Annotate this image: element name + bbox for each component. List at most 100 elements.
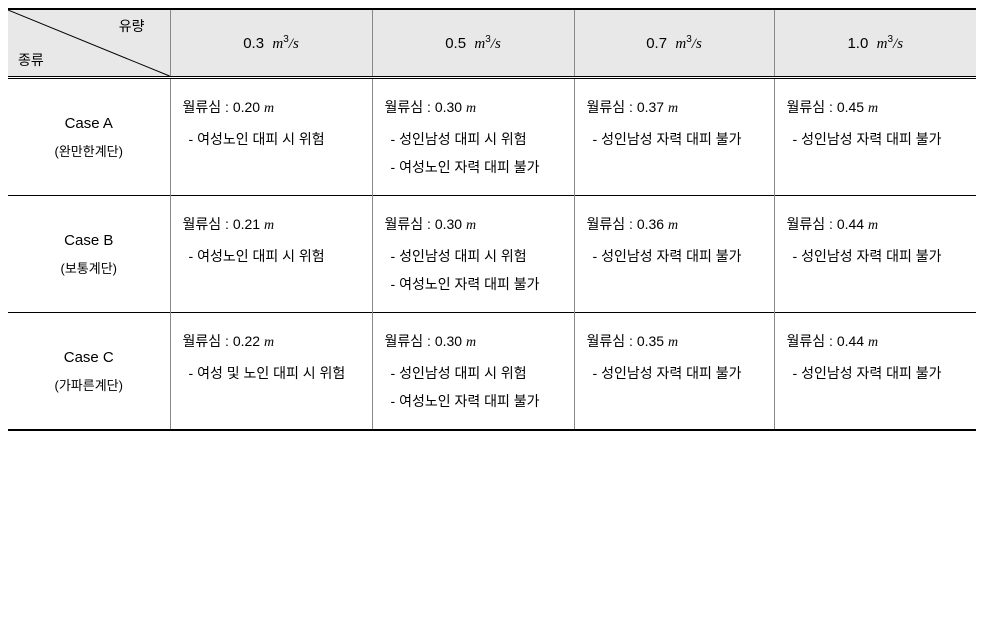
table-header-row: 유량 종류 0.3 m3/s 0.5 m3/s 0.7 m3/s 1.0 m3/… bbox=[8, 9, 976, 78]
depth-unit: m bbox=[466, 335, 476, 350]
note-list: 여성노인 대피 시 위험 bbox=[183, 125, 364, 153]
data-table: 유량 종류 0.3 m3/s 0.5 m3/s 0.7 m3/s 1.0 m3/… bbox=[8, 8, 976, 431]
depth-label: 월류심 : bbox=[183, 99, 233, 115]
case-sub: (완만한계단) bbox=[16, 139, 162, 165]
data-cell: 월류심 : 0.36 m성인남성 자력 대피 불가 bbox=[574, 196, 774, 313]
note-item: 여성노인 대피 시 위험 bbox=[189, 242, 364, 270]
depth-value: 0.22 bbox=[233, 333, 260, 349]
note-item: 성인남성 자력 대피 불가 bbox=[793, 125, 969, 153]
diagonal-header-cell: 유량 종류 bbox=[8, 9, 170, 78]
case-sub: (가파른계단) bbox=[16, 373, 162, 399]
col-value: 0.3 bbox=[243, 35, 264, 52]
col-value: 0.5 bbox=[445, 35, 466, 52]
note-item: 성인남성 자력 대피 불가 bbox=[593, 125, 766, 153]
note-item: 성인남성 자력 대피 불가 bbox=[793, 359, 969, 387]
col-header-3: 1.0 m3/s bbox=[774, 9, 976, 78]
depth-label: 월류심 : bbox=[587, 216, 637, 232]
depth-unit: m bbox=[868, 218, 878, 233]
data-cell: 월류심 : 0.20 m여성노인 대피 시 위험 bbox=[170, 78, 372, 196]
depth-label: 월류심 : bbox=[183, 333, 233, 349]
row-header: Case B(보통계단) bbox=[8, 196, 170, 313]
table-row: Case B(보통계단) 월류심 : 0.21 m여성노인 대피 시 위험 월류심 … bbox=[8, 196, 976, 313]
case-name: Case B bbox=[16, 226, 162, 256]
depth-value: 0.44 bbox=[837, 216, 864, 232]
depth-unit: m bbox=[466, 101, 476, 116]
depth-line: 월류심 : 0.36 m bbox=[587, 210, 766, 240]
depth-line: 월류심 : 0.20 m bbox=[183, 93, 364, 123]
data-cell: 월류심 : 0.30 m성인남성 대피 시 위험여성노인 자력 대피 불가 bbox=[372, 313, 574, 431]
case-name: Case C bbox=[16, 343, 162, 373]
depth-value: 0.30 bbox=[435, 216, 462, 232]
table-body: Case A(완만한계단)월류심 : 0.20 m여성노인 대피 시 위험월류심… bbox=[8, 78, 976, 431]
depth-line: 월류심 : 0.45 m bbox=[787, 93, 969, 123]
depth-unit: m bbox=[264, 218, 274, 233]
depth-unit: m bbox=[264, 101, 274, 116]
col-value: 1.0 bbox=[847, 35, 868, 52]
note-list: 성인남성 자력 대피 불가 bbox=[587, 125, 766, 153]
depth-label: 월류심 : bbox=[787, 99, 837, 115]
depth-line: 월류심 : 0.44 m bbox=[787, 210, 969, 240]
note-item: 성인남성 자력 대피 불가 bbox=[593, 359, 766, 387]
col-unit-denom: /s bbox=[289, 36, 299, 52]
data-cell: 월류심 : 0.30 m성인남성 대피 시 위험여성노인 자력 대피 불가 bbox=[372, 78, 574, 196]
col-unit-denom: /s bbox=[692, 36, 702, 52]
note-list: 성인남성 대피 시 위험여성노인 자력 대피 불가 bbox=[385, 125, 566, 181]
data-cell: 월류심 : 0.22 m여성 및 노인 대피 시 위험 bbox=[170, 313, 372, 431]
depth-unit: m bbox=[668, 335, 678, 350]
depth-value: 0.37 bbox=[637, 99, 664, 115]
depth-value: 0.35 bbox=[637, 333, 664, 349]
depth-line: 월류심 : 0.37 m bbox=[587, 93, 766, 123]
depth-line: 월류심 : 0.44 m bbox=[787, 327, 969, 357]
depth-value: 0.20 bbox=[233, 99, 260, 115]
depth-unit: m bbox=[264, 335, 274, 350]
case-sub: (보통계단) bbox=[16, 256, 162, 282]
depth-value: 0.30 bbox=[435, 99, 462, 115]
note-list: 성인남성 자력 대피 불가 bbox=[787, 359, 969, 387]
depth-value: 0.30 bbox=[435, 333, 462, 349]
col-unit-base: m bbox=[675, 36, 686, 52]
header-flow-label: 유량 bbox=[119, 16, 145, 36]
note-item: 여성노인 자력 대피 불가 bbox=[391, 387, 566, 415]
col-value: 0.7 bbox=[646, 35, 667, 52]
note-item: 성인남성 대피 시 위험 bbox=[391, 242, 566, 270]
note-item: 성인남성 대피 시 위험 bbox=[391, 125, 566, 153]
col-header-0: 0.3 m3/s bbox=[170, 9, 372, 78]
depth-label: 월류심 : bbox=[587, 333, 637, 349]
note-item: 성인남성 대피 시 위험 bbox=[391, 359, 566, 387]
note-item: 성인남성 자력 대피 불가 bbox=[593, 242, 766, 270]
data-cell: 월류심 : 0.44 m성인남성 자력 대피 불가 bbox=[774, 313, 976, 431]
col-unit-denom: /s bbox=[491, 36, 501, 52]
row-header: Case C(가파른계단) bbox=[8, 313, 170, 431]
depth-unit: m bbox=[868, 101, 878, 116]
depth-line: 월류심 : 0.35 m bbox=[587, 327, 766, 357]
col-unit-base: m bbox=[474, 36, 485, 52]
depth-label: 월류심 : bbox=[183, 216, 233, 232]
note-list: 성인남성 자력 대피 불가 bbox=[587, 242, 766, 270]
note-item: 여성노인 자력 대피 불가 bbox=[391, 270, 566, 298]
depth-line: 월류심 : 0.30 m bbox=[385, 210, 566, 240]
col-header-1: 0.5 m3/s bbox=[372, 9, 574, 78]
note-list: 성인남성 자력 대피 불가 bbox=[787, 125, 969, 153]
note-list: 성인남성 자력 대피 불가 bbox=[587, 359, 766, 387]
table-row: Case A(완만한계단)월류심 : 0.20 m여성노인 대피 시 위험월류심… bbox=[8, 78, 976, 196]
depth-label: 월류심 : bbox=[385, 216, 435, 232]
depth-line: 월류심 : 0.22 m bbox=[183, 327, 364, 357]
col-unit-base: m bbox=[877, 36, 888, 52]
depth-line: 월류심 : 0.21 m bbox=[183, 210, 364, 240]
data-cell: 월류심 : 0.30 m성인남성 대피 시 위험여성노인 자력 대피 불가 bbox=[372, 196, 574, 313]
depth-unit: m bbox=[668, 218, 678, 233]
depth-value: 0.36 bbox=[637, 216, 664, 232]
data-cell: 월류심 : 0.37 m성인남성 자력 대피 불가 bbox=[574, 78, 774, 196]
depth-label: 월류심 : bbox=[787, 216, 837, 232]
depth-line: 월류심 : 0.30 m bbox=[385, 93, 566, 123]
depth-value: 0.45 bbox=[837, 99, 864, 115]
note-list: 여성 및 노인 대피 시 위험 bbox=[183, 359, 364, 387]
depth-value: 0.44 bbox=[837, 333, 864, 349]
note-item: 여성노인 자력 대피 불가 bbox=[391, 153, 566, 181]
header-type-label: 종류 bbox=[18, 50, 44, 70]
col-unit-denom: /s bbox=[893, 36, 903, 52]
data-cell: 월류심 : 0.35 m성인남성 자력 대피 불가 bbox=[574, 313, 774, 431]
note-item: 여성 및 노인 대피 시 위험 bbox=[189, 359, 364, 387]
depth-label: 월류심 : bbox=[385, 99, 435, 115]
data-cell: 월류심 : 0.45 m성인남성 자력 대피 불가 bbox=[774, 78, 976, 196]
